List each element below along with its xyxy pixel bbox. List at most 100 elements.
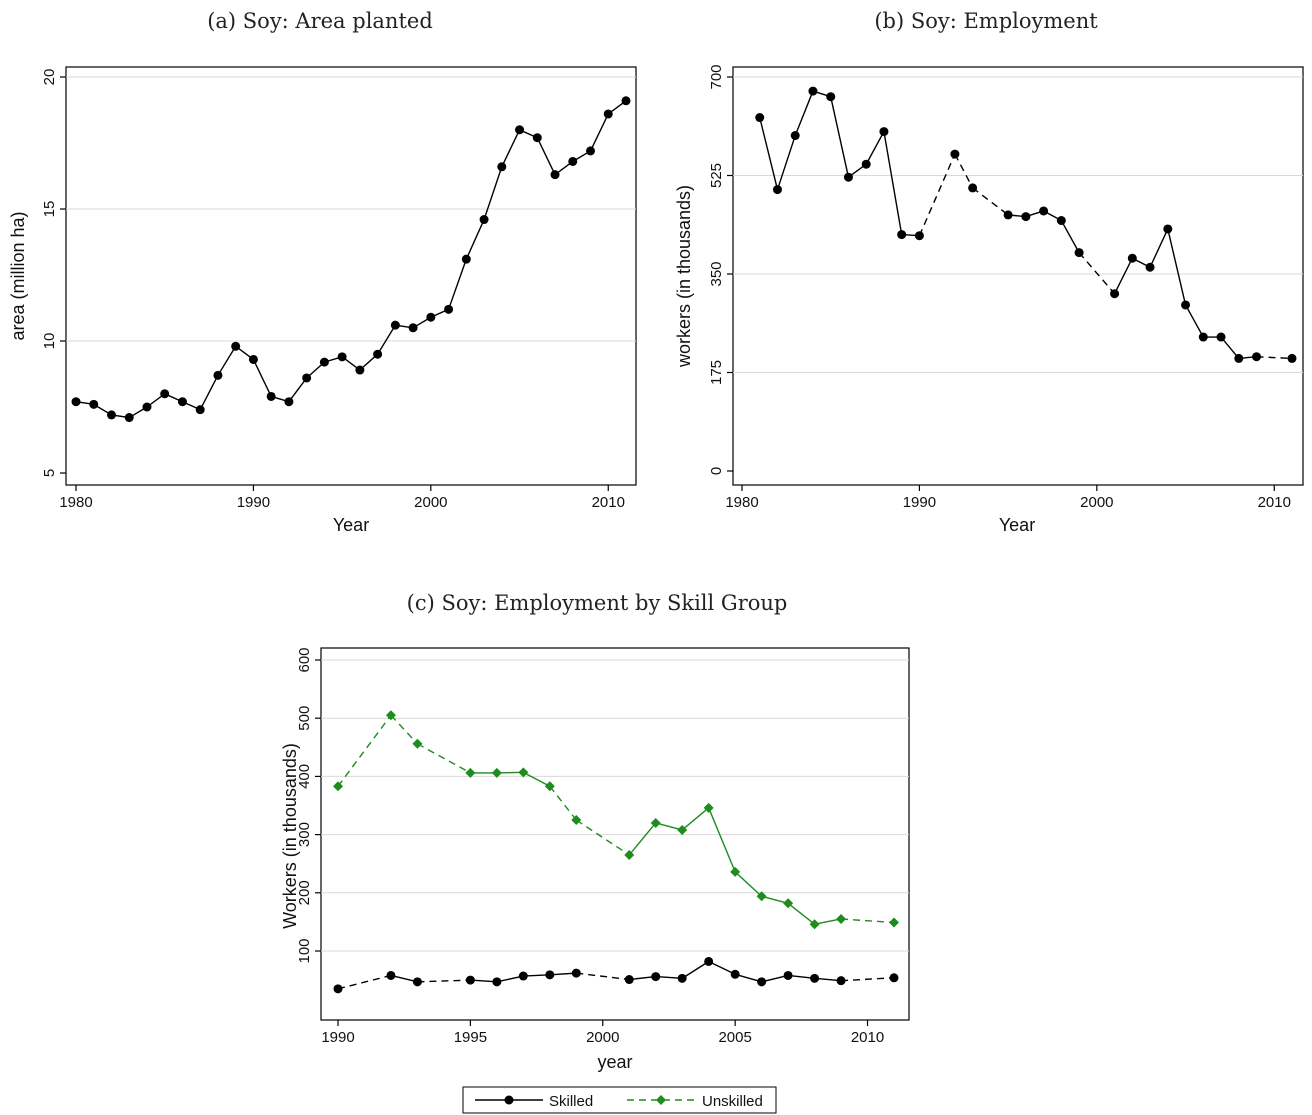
data-point xyxy=(1127,253,1137,263)
data-point xyxy=(71,397,81,407)
series-segment xyxy=(865,131,885,165)
series-segment xyxy=(1256,356,1293,360)
x-tick-label: 2010 xyxy=(592,494,625,511)
y-axis-label-a: area (million ha) xyxy=(8,211,28,340)
data-point xyxy=(479,215,489,225)
y-tick-label: 350 xyxy=(708,261,725,286)
data-point xyxy=(1039,206,1049,216)
series-segment xyxy=(377,324,396,355)
data-point xyxy=(390,320,400,330)
x-tick-label: 1990 xyxy=(237,494,270,511)
data-point xyxy=(412,977,422,987)
data-point xyxy=(518,767,529,778)
x-axis-label-b: Year xyxy=(999,515,1035,535)
data-point xyxy=(550,170,560,180)
series-layer-c xyxy=(333,710,899,994)
data-point xyxy=(1216,332,1226,342)
data-point xyxy=(624,849,635,860)
series-segment xyxy=(1060,220,1080,253)
series-segment xyxy=(972,187,1009,216)
series-segment xyxy=(523,771,551,787)
series-segment xyxy=(708,807,736,873)
series-segment xyxy=(288,377,308,403)
data-point xyxy=(515,125,525,135)
data-point xyxy=(809,919,820,930)
data-point xyxy=(248,354,258,364)
gridlines-b xyxy=(733,76,1303,373)
data-point xyxy=(879,127,889,137)
series-layer-a xyxy=(71,96,631,423)
data-point xyxy=(412,738,423,749)
series-segment xyxy=(883,131,903,235)
y-tick-label: 525 xyxy=(708,163,725,188)
data-point xyxy=(651,972,661,982)
data-point xyxy=(1110,289,1120,299)
data-point xyxy=(106,410,116,420)
data-point xyxy=(914,231,924,241)
data-point xyxy=(465,975,475,985)
data-point xyxy=(826,92,836,102)
series-segment xyxy=(447,258,467,310)
legend-marker-skilled xyxy=(504,1095,514,1105)
data-point xyxy=(544,781,555,792)
series-segment xyxy=(217,345,237,376)
series-segment xyxy=(1113,257,1133,295)
data-point xyxy=(755,113,765,123)
data-point xyxy=(1181,300,1191,310)
series-segment xyxy=(734,973,762,983)
data-point xyxy=(704,956,714,966)
y-tick-label: 100 xyxy=(296,938,313,963)
data-point xyxy=(603,109,613,119)
y-tick-label: 700 xyxy=(708,64,725,89)
legend-label-unskilled: Unskilled xyxy=(702,1093,763,1110)
data-point xyxy=(1234,353,1244,363)
x-tick-label: 1990 xyxy=(903,494,936,511)
series-segment xyxy=(830,96,850,178)
x-tick-label: 2000 xyxy=(1080,494,1113,511)
y-axis-c: 100 200 300 400 500 600 xyxy=(296,647,321,964)
data-point xyxy=(1003,210,1013,220)
data-point xyxy=(426,312,436,322)
plot-frame-a xyxy=(65,66,637,486)
data-point xyxy=(1198,332,1208,342)
data-point xyxy=(621,96,631,106)
series-segment xyxy=(575,819,630,856)
data-point xyxy=(1021,212,1031,222)
series-segment xyxy=(1184,304,1204,338)
x-tick-label: 1980 xyxy=(725,494,758,511)
data-point xyxy=(355,365,365,375)
series-segment xyxy=(841,918,895,924)
data-point xyxy=(461,254,471,264)
data-point xyxy=(889,917,899,928)
data-point xyxy=(836,976,846,986)
data-point xyxy=(730,866,741,877)
data-point xyxy=(142,402,152,412)
data-point xyxy=(1252,352,1262,362)
data-point xyxy=(897,230,907,240)
data-point xyxy=(889,973,899,983)
data-point xyxy=(444,304,454,314)
data-point xyxy=(195,405,205,415)
data-point xyxy=(497,162,507,172)
y-axis-a: 5 10 15 20 xyxy=(41,69,66,477)
data-point xyxy=(783,970,793,980)
series-segment xyxy=(794,90,814,136)
series-segment xyxy=(417,743,471,774)
series-segment xyxy=(954,153,974,189)
data-point xyxy=(160,389,170,399)
gridlines-a xyxy=(66,76,636,342)
series-segment xyxy=(1078,252,1116,295)
y-tick-label: 300 xyxy=(296,822,313,847)
series-segment xyxy=(465,219,485,260)
series-segment xyxy=(337,974,392,990)
data-point xyxy=(1145,262,1155,272)
series-layer-b xyxy=(755,86,1297,363)
data-point xyxy=(213,370,223,380)
data-point xyxy=(677,824,688,835)
data-point xyxy=(465,767,476,778)
series-segment xyxy=(759,117,779,190)
series-segment xyxy=(734,871,763,897)
legend: Skilled Unskilled xyxy=(462,1086,777,1114)
data-point xyxy=(730,969,740,979)
data-point xyxy=(586,146,596,156)
